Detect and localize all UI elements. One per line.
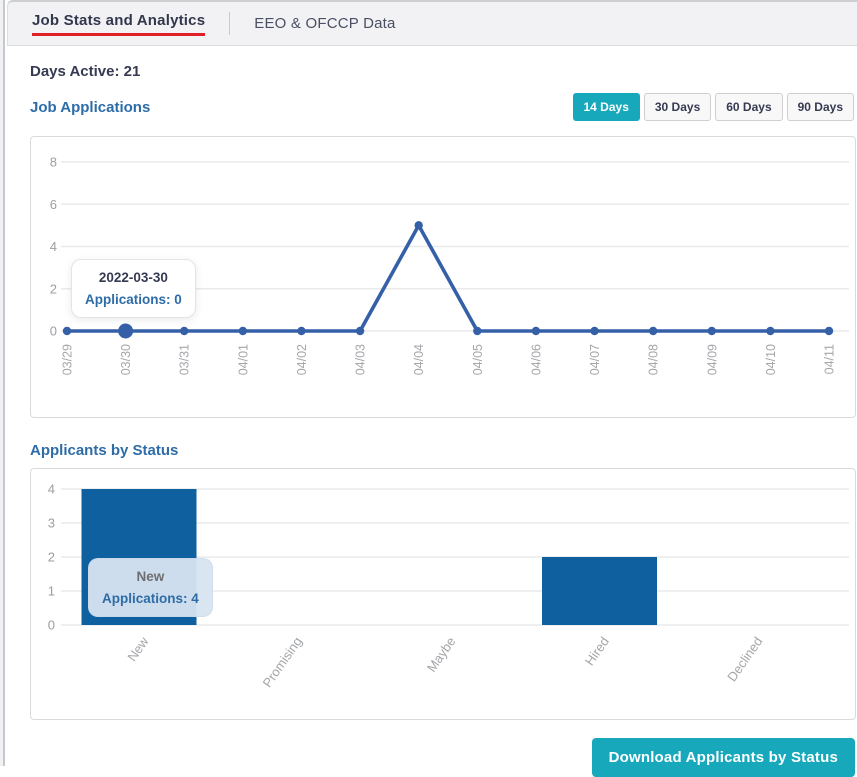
tab-job-stats-label: Job Stats and Analytics [32,12,205,29]
filter-30-days-button[interactable]: 30 Days [644,93,711,121]
svg-text:03/30: 03/30 [119,344,133,375]
days-active-stat: Days Active: 21 [30,63,856,80]
days-active-label: Days Active: [30,63,120,80]
download-applicants-by-status-button[interactable]: Download Applicants by Status [592,738,855,777]
svg-text:04/03: 04/03 [354,344,368,375]
svg-text:04/01: 04/01 [236,344,250,375]
tab-eeo-label: EEO & OFCCP Data [254,15,395,32]
svg-text:3: 3 [48,516,55,531]
applicants-by-status-title: Applicants by Status [30,442,178,459]
page-left-gutter [0,0,5,766]
svg-text:2: 2 [48,550,55,565]
footer-actions-row: Download Applicants by Status [30,738,856,777]
svg-text:04/02: 04/02 [295,344,309,375]
filter-90-days-button[interactable]: 90 Days [787,93,854,121]
tab-bar: Job Stats and Analytics EEO & OFCCP Data [7,0,857,46]
svg-text:04/11: 04/11 [823,344,837,374]
svg-text:04/05: 04/05 [471,344,485,375]
svg-text:Hired: Hired [582,634,612,668]
svg-text:2: 2 [50,281,57,296]
svg-text:4: 4 [50,239,57,254]
tab-job-stats-and-analytics[interactable]: Job Stats and Analytics [8,2,229,45]
svg-text:1: 1 [48,584,55,599]
job-analytics-card: Job Stats and Analytics EEO & OFCCP Data… [7,0,857,766]
applications-header-row: Job Applications 14 Days 30 Days 60 Days… [30,93,856,121]
days-active-value: 21 [124,63,141,80]
svg-text:0: 0 [48,618,55,633]
status-bar-chart-panel: 43210NewPromisingMaybeHiredDeclined New … [30,468,856,720]
svg-text:04/06: 04/06 [529,344,543,375]
tab-content: Days Active: 21 Job Applications 14 Days… [7,46,857,777]
status-header-row: Applicants by Status [30,442,856,459]
svg-text:New: New [124,634,152,664]
filter-60-days-button[interactable]: 60 Days [715,93,782,121]
tab-eeo-ofccp-data[interactable]: EEO & OFCCP Data [230,2,419,45]
svg-text:04/10: 04/10 [764,344,778,375]
svg-text:04/07: 04/07 [588,344,602,375]
date-range-filter-group: 14 Days 30 Days 60 Days 90 Days [573,93,855,121]
svg-text:Maybe: Maybe [424,634,459,675]
filter-14-days-button[interactable]: 14 Days [573,93,640,121]
applications-line-chart-panel: 0 2 4 6 8 03/29 03/30 03/31 04/01 04/02 04/03 04/04… [30,136,856,418]
svg-text:4: 4 [48,482,55,497]
svg-text:0: 0 [50,324,57,339]
status-bar-chart[interactable]: 4 3 2 1 0 New Promising Maybe Hired Declined [31,469,855,717]
active-tab-underline [32,33,205,36]
svg-text:04/09: 04/09 [705,344,719,375]
job-applications-title: Job Applications [30,99,150,116]
svg-text:04/08: 04/08 [647,344,661,375]
svg-text:03/29: 03/29 [61,344,75,375]
applications-line-chart[interactable]: 0 2 4 6 8 03/29 03/30 03/31 04/01 04/02 04/03 04/04… [31,137,855,415]
svg-text:03/31: 03/31 [178,344,192,375]
svg-text:8: 8 [50,155,57,170]
svg-text:04/04: 04/04 [412,344,426,375]
svg-text:Declined: Declined [724,634,765,684]
svg-text:Promising: Promising [260,634,305,690]
svg-text:6: 6 [50,197,57,212]
